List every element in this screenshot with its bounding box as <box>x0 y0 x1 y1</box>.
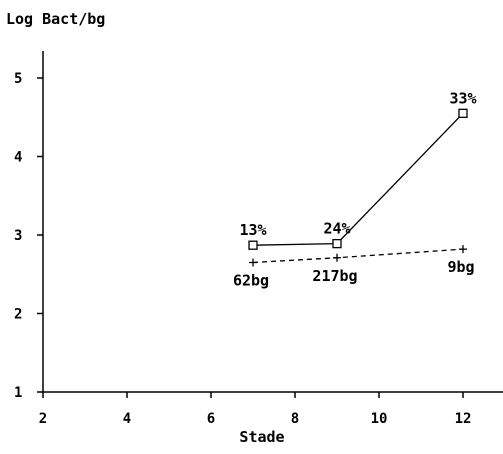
plus-marker <box>249 258 257 267</box>
point-label: 24% <box>323 220 350 238</box>
x-tick-label: 2 <box>39 411 47 427</box>
square-marker <box>248 240 258 250</box>
x-tick-label: 4 <box>123 411 131 427</box>
square-marker <box>458 108 468 118</box>
y-axis-label: Log Bact/bg <box>6 10 105 28</box>
y-tick-label: 1 <box>14 385 22 401</box>
point-label: 33% <box>449 89 476 107</box>
plus-marker <box>333 253 341 262</box>
y-tick-label: 3 <box>14 228 22 244</box>
y-tick-label: 4 <box>14 150 22 166</box>
series-line-2 <box>252 248 464 264</box>
square-marker <box>332 238 342 249</box>
point-label: 9bg <box>447 258 474 276</box>
point-label: 62bg <box>233 271 269 289</box>
y-tick-label: 2 <box>14 307 22 323</box>
plus-marker <box>459 245 467 254</box>
x-tick-label: 6 <box>207 411 215 427</box>
x-tick-label: 12 <box>455 411 472 427</box>
x-tick-label: 10 <box>371 411 388 427</box>
series-line-1 <box>252 112 464 246</box>
x-axis-label: Stade <box>239 428 284 446</box>
point-label: 217bg <box>312 267 357 285</box>
x-tick-label: 8 <box>291 411 299 427</box>
y-tick-label: 5 <box>14 71 22 87</box>
point-label: 13% <box>239 221 266 239</box>
